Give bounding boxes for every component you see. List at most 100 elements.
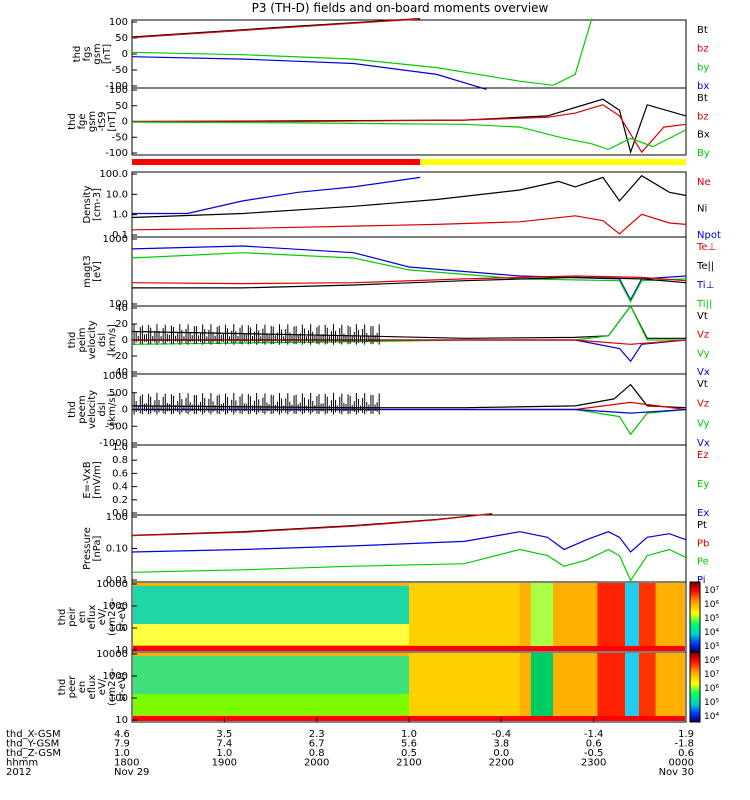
- figure-title: P3 (TH-D) fields and on-board moments ov…: [252, 1, 549, 15]
- y-tick-label: -100: [105, 81, 128, 92]
- y-tick-label: 0.1: [112, 230, 128, 241]
- legend-Bx: Bx: [697, 130, 710, 141]
- colorbar-tick-label: 10⁵: [704, 614, 719, 624]
- x-tick-label: 1.0: [216, 748, 232, 759]
- x-tick-label: 1900: [212, 758, 237, 769]
- colorbar-tick-label: 10⁸: [704, 656, 719, 666]
- y-tick-label: 0: [122, 405, 128, 416]
- colorbar: [689, 651, 701, 723]
- x-tick-label: 0.6: [586, 739, 602, 750]
- y-tick-label: 1000: [103, 601, 128, 612]
- x-tick-label: -0.5: [584, 748, 604, 759]
- y-tick-label: 0: [122, 117, 128, 128]
- panel-frame: [131, 236, 687, 307]
- y-axis-label: eflux: [87, 675, 98, 700]
- y-tick-label: 100: [109, 17, 128, 28]
- x-tick-label: 7.9: [114, 739, 130, 750]
- spectrogram-band: [133, 624, 410, 645]
- spectrogram-floor: [133, 646, 685, 651]
- colorbar-tick-label: 10⁶: [704, 684, 719, 694]
- spectrogram-hot: [597, 583, 626, 651]
- y-tick-label: 50: [115, 101, 128, 112]
- y-axis-label: thd: [67, 401, 78, 418]
- x-tick-label: Nov 30: [659, 767, 694, 778]
- y-axis-label: sr-eV): [117, 672, 128, 701]
- y-tick-label: 0: [122, 49, 128, 60]
- y-tick-label: 0.0: [112, 508, 128, 519]
- spectrogram-mid: [409, 583, 520, 651]
- series-line-Bx: [131, 98, 687, 155]
- series-line-Pb: [131, 513, 493, 537]
- y-axis-label: eV/: [97, 608, 108, 625]
- y-tick-label: 10000: [96, 649, 128, 660]
- colorbar-tick-label: 10⁶: [704, 600, 719, 610]
- x-row-label: hhmm: [6, 758, 38, 769]
- legend-Ez: Ez: [697, 450, 709, 461]
- y-tick-label: 500: [109, 388, 128, 399]
- x-tick-label: 2200: [489, 758, 514, 769]
- x-tick-label: 0.5: [401, 748, 417, 759]
- series-line-Pi: [131, 531, 687, 553]
- y-axis-label: [km/s]: [107, 393, 118, 425]
- y-tick-label: 1.00: [106, 512, 128, 523]
- spectrogram-hot2: [638, 583, 656, 651]
- spectrogram-hot2: [638, 653, 656, 721]
- y-tick-label: 100: [109, 299, 128, 310]
- y-tick-label: 1.0: [112, 210, 128, 221]
- panel-frame: [131, 171, 687, 238]
- x-tick-label: 7.4: [216, 739, 232, 750]
- legend-Vy: Vy: [697, 348, 710, 359]
- panel-frame: [131, 444, 687, 516]
- y-axis-label: [mV/m]: [92, 461, 103, 499]
- spectrogram-cold: [625, 653, 639, 721]
- y-axis-label: velocity: [87, 390, 98, 429]
- x-tick-label: 3.8: [493, 739, 509, 750]
- series-line-Te⊥: [131, 275, 687, 285]
- legend-Pe: Pe: [697, 557, 709, 568]
- y-tick-label: 1000: [103, 671, 128, 682]
- colorbar-tick-label: 10⁴: [704, 712, 719, 722]
- legend-Ti⊥: Ti⊥: [696, 280, 714, 291]
- series-line-Pe: [131, 548, 687, 582]
- y-axis-label: peer: [67, 675, 78, 699]
- y-tick-label: 100.0: [99, 169, 128, 180]
- y-tick-label: 20: [115, 319, 128, 330]
- y-axis-label: en: [77, 681, 88, 694]
- legend-Te||: Te||: [696, 261, 714, 272]
- y-tick-label: 0.6: [112, 468, 128, 479]
- y-tick-label: 10000: [96, 579, 128, 590]
- legend-Npot: Npot: [697, 230, 721, 241]
- y-tick-label: 100: [109, 693, 128, 704]
- y-tick-label: 50: [115, 33, 128, 44]
- y-tick-label: 0.4: [112, 482, 128, 493]
- y-tick-label: 0: [122, 335, 128, 346]
- mode-bar-yellow: [420, 159, 686, 165]
- y-axis-label: thd: [67, 113, 78, 130]
- y-tick-label: 0.8: [112, 455, 128, 466]
- x-tick-label: 1.0: [401, 729, 417, 740]
- y-axis-label: (cm2-s-: [107, 668, 118, 706]
- x-tick-label: 4.6: [114, 729, 130, 740]
- legend-Pi: Pi: [697, 575, 706, 586]
- colorbar-tick-label: 10⁴: [704, 628, 719, 638]
- y-tick-label: -500: [105, 421, 128, 432]
- legend-Te⊥: Te⊥: [696, 242, 716, 253]
- y-tick-label: -1000: [99, 438, 128, 449]
- y-tick-label: 10: [115, 645, 128, 656]
- spectrogram-band: [133, 694, 410, 715]
- x-tick-label: 6.7: [309, 739, 325, 750]
- x-row-label: thd_X-GSM: [6, 729, 61, 740]
- y-tick-label: 10.0: [106, 189, 128, 200]
- y-axis-label: eV/: [97, 678, 108, 695]
- legend-Ey: Ey: [697, 479, 709, 490]
- legend-Ex: Ex: [697, 508, 709, 519]
- spectrogram-hot: [597, 653, 626, 721]
- x-tick-label: 2100: [396, 758, 421, 769]
- y-tick-label: -100: [105, 148, 128, 159]
- y-tick-label: -40: [112, 367, 128, 378]
- y-axis-label: magt3: [82, 255, 93, 288]
- y-axis-label: [km/s]: [107, 324, 118, 356]
- legend-bz: bz: [697, 44, 709, 55]
- spectrogram-stripe: [530, 583, 554, 651]
